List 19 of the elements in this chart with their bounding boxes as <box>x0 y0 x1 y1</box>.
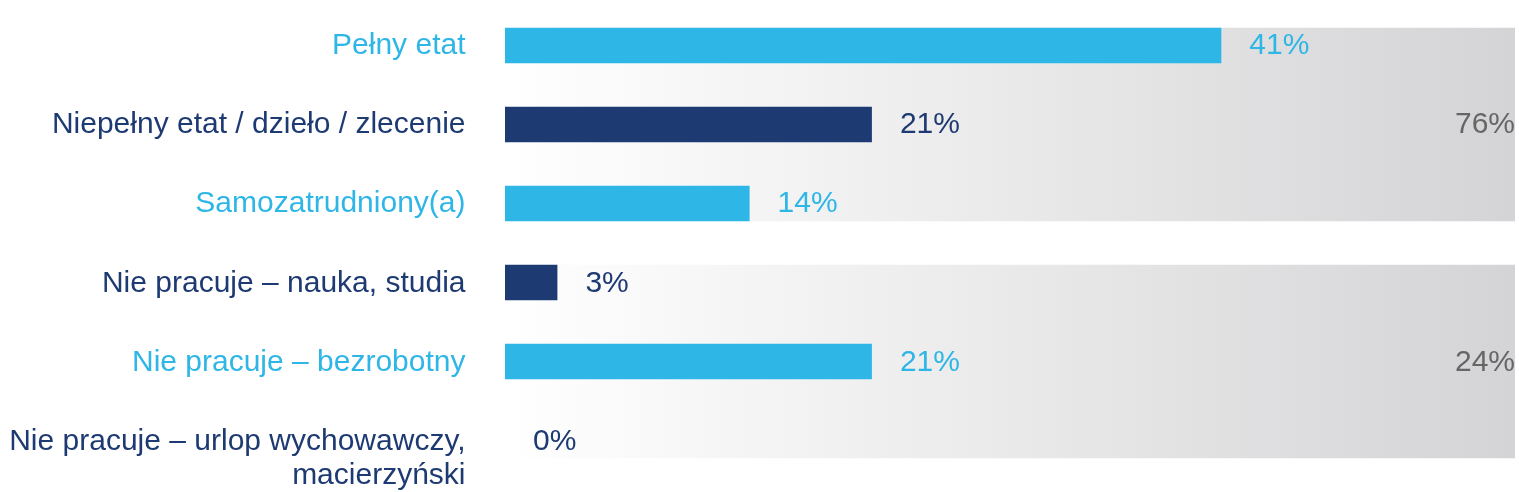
bar <box>505 106 872 143</box>
y-tick-label: Pełny etat <box>332 27 467 61</box>
band-label: 24% <box>1454 343 1515 377</box>
bar <box>505 27 1222 64</box>
y-tick-label: Niepełny etat / dzieło / zlecenie <box>51 106 466 140</box>
y-tick-label: Nie pracuje – bezrobotny <box>131 343 466 377</box>
y-tick-label: Samozatrudniony(a) <box>195 185 466 219</box>
data-label: 41% <box>1249 27 1310 61</box>
data-label: 21% <box>899 343 960 377</box>
data-label: 21% <box>899 106 960 140</box>
data-label: 3% <box>585 264 629 298</box>
bar <box>505 343 872 380</box>
band-label: 76% <box>1454 106 1515 140</box>
bar <box>505 185 750 222</box>
bar <box>505 264 558 301</box>
y-tick-label: Nie pracuje – urlop wychowawczy, macierzyński <box>9 422 466 490</box>
y-tick-label: Nie pracuje – nauka, studia <box>101 264 466 298</box>
data-label: 14% <box>777 185 838 219</box>
data-label: 0% <box>533 422 577 456</box>
